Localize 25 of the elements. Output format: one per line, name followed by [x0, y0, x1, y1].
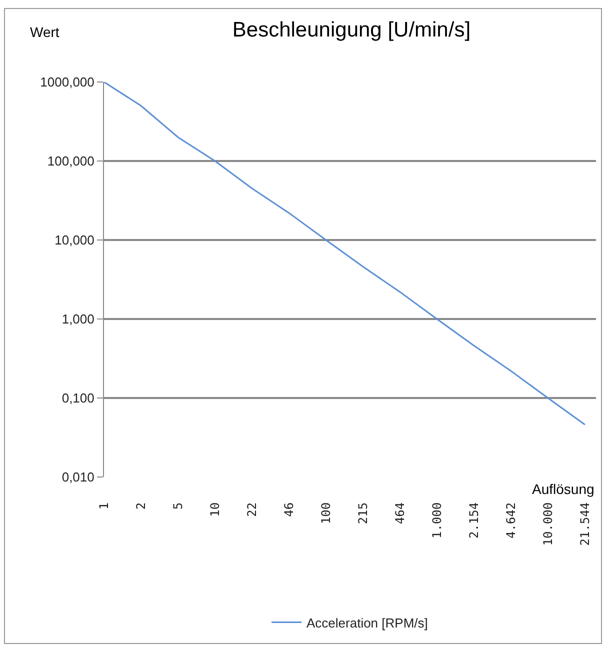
- x-tick-label: 2.154: [466, 502, 481, 539]
- x-tick-label: 215: [356, 502, 370, 524]
- x-tick-label: 10.000: [540, 502, 555, 546]
- x-tick-label: 4.642: [504, 502, 518, 539]
- x-tick-label: 464: [392, 502, 407, 524]
- x-tick-label: 46: [282, 502, 296, 517]
- y-tick-label: 0,100: [62, 390, 94, 406]
- x-tick-label: 21.544: [578, 502, 592, 546]
- y-tick-label: 0,010: [62, 470, 94, 485]
- y-tick-label: 100,000: [47, 154, 94, 169]
- x-axis-title: Auflösung: [532, 481, 594, 497]
- x-tick-label: 2: [134, 502, 148, 510]
- x-tick-label: 5: [170, 502, 185, 510]
- x-tick-label: 10: [208, 502, 222, 517]
- x-tick-label: 100: [318, 502, 333, 524]
- y-axis-title: Wert: [30, 24, 60, 40]
- y-tick-label: 1,000: [62, 312, 94, 327]
- chart-title: Beschleunigung [U/min/s]: [232, 18, 471, 42]
- x-tick-label: 1: [96, 502, 111, 510]
- x-tick-label: 1.000: [430, 502, 444, 539]
- legend-label: Acceleration [RPM/s]: [306, 615, 428, 630]
- y-tick-label: 10,000: [54, 232, 94, 248]
- x-tick-label: 22: [244, 502, 259, 517]
- y-tick-label: 1000,000: [40, 74, 94, 90]
- line-series: [104, 82, 586, 426]
